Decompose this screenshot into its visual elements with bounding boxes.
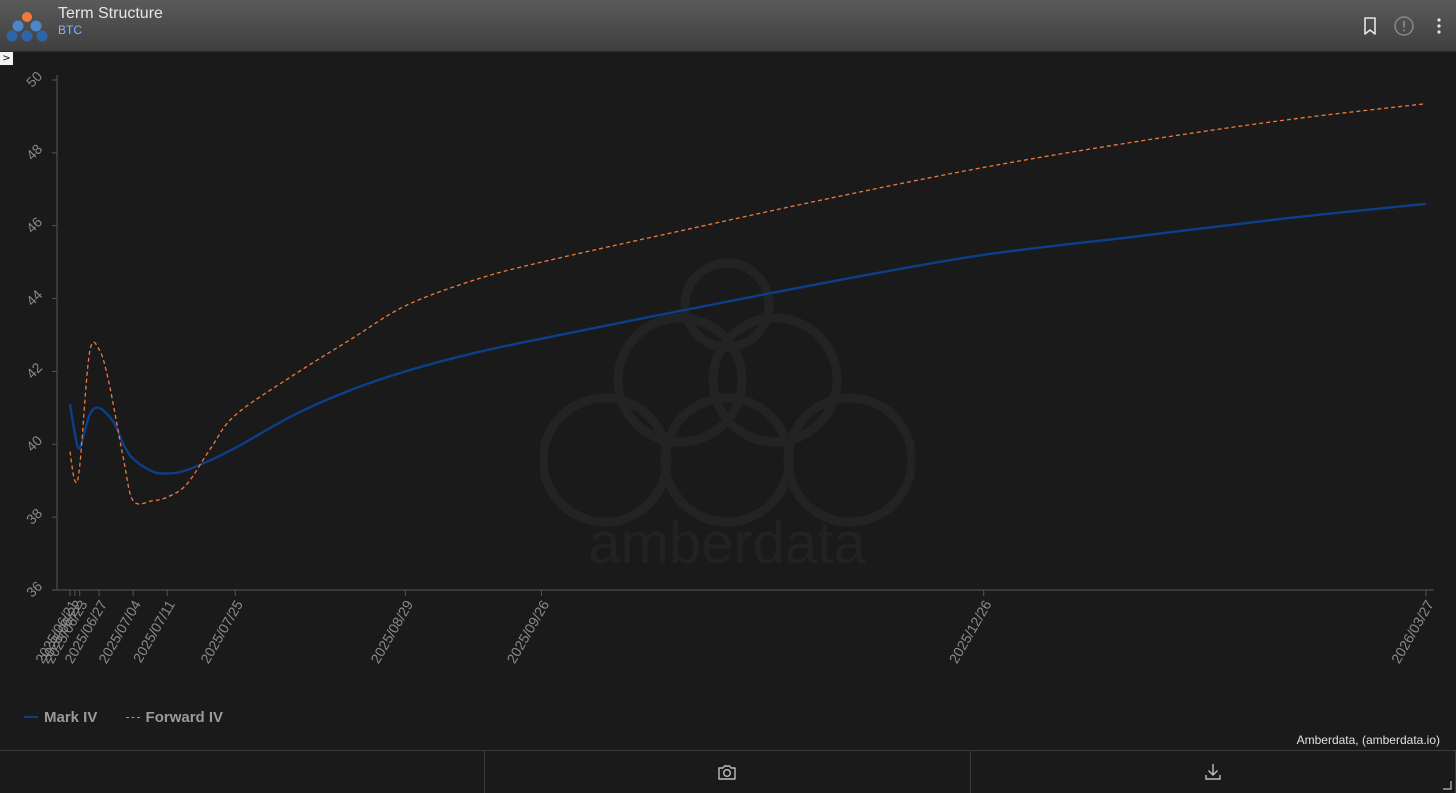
term-structure-chart: 36384042444648502025/06/212025/06/222025… bbox=[23, 68, 1437, 666]
panel-title: Term Structure bbox=[58, 5, 163, 22]
panel-header: Term Structure BTC bbox=[0, 0, 1456, 52]
y-tick-label: 38 bbox=[23, 505, 45, 527]
x-tick-label: 2025/08/29 bbox=[367, 597, 416, 666]
camera-icon bbox=[718, 765, 737, 780]
y-tick-label: 46 bbox=[23, 213, 45, 235]
chart-legend: Mark IV Forward IV bbox=[24, 705, 247, 726]
chart-series bbox=[68, 103, 1427, 505]
download-button[interactable] bbox=[971, 751, 1456, 793]
y-tick-label: 36 bbox=[23, 578, 45, 600]
series-line-mark-iv bbox=[68, 202, 1427, 475]
screenshot-button[interactable] bbox=[485, 751, 971, 793]
bookmark-icon[interactable] bbox=[1359, 15, 1381, 37]
more-vertical-icon[interactable] bbox=[1428, 15, 1450, 37]
expand-toggle-button[interactable]: > bbox=[0, 52, 13, 65]
legend-swatch-solid bbox=[24, 716, 38, 718]
x-tick-label: 2025/12/26 bbox=[946, 597, 995, 666]
chart-credit: Amberdata, (amberdata.io) bbox=[1296, 733, 1440, 747]
y-tick-label: 40 bbox=[23, 432, 45, 454]
legend-label-forward-iv: Forward IV bbox=[145, 709, 224, 726]
amberdata-logo-icon bbox=[6, 12, 48, 42]
x-tick-label: 2025/09/26 bbox=[503, 597, 552, 666]
resize-handle-icon[interactable] bbox=[1442, 780, 1452, 790]
footer-empty-cell bbox=[0, 751, 486, 793]
legend-label-mark-iv: Mark IV bbox=[44, 708, 98, 726]
info-icon[interactable] bbox=[1393, 15, 1415, 37]
series-line-forward-iv bbox=[69, 103, 1427, 505]
y-tick-label: 42 bbox=[23, 359, 45, 381]
x-tick-label: 2025/07/25 bbox=[197, 597, 246, 666]
panel-subtitle: BTC bbox=[58, 23, 82, 37]
x-tick-label: 2026/03/27 bbox=[1388, 597, 1437, 666]
panel-footer bbox=[0, 750, 1456, 793]
download-icon bbox=[1205, 764, 1221, 780]
legend-item-forward-iv[interactable]: Forward IV bbox=[125, 709, 224, 726]
title-block: Term Structure BTC bbox=[58, 5, 163, 37]
chart-axes: 36384042444648502025/06/212025/06/222025… bbox=[23, 68, 1437, 666]
y-tick-label: 44 bbox=[23, 286, 45, 308]
y-tick-label: 50 bbox=[23, 68, 45, 90]
legend-swatch-dashed bbox=[125, 717, 140, 718]
y-tick-label: 48 bbox=[23, 141, 45, 163]
legend-item-mark-iv[interactable]: Mark IV bbox=[24, 709, 97, 726]
